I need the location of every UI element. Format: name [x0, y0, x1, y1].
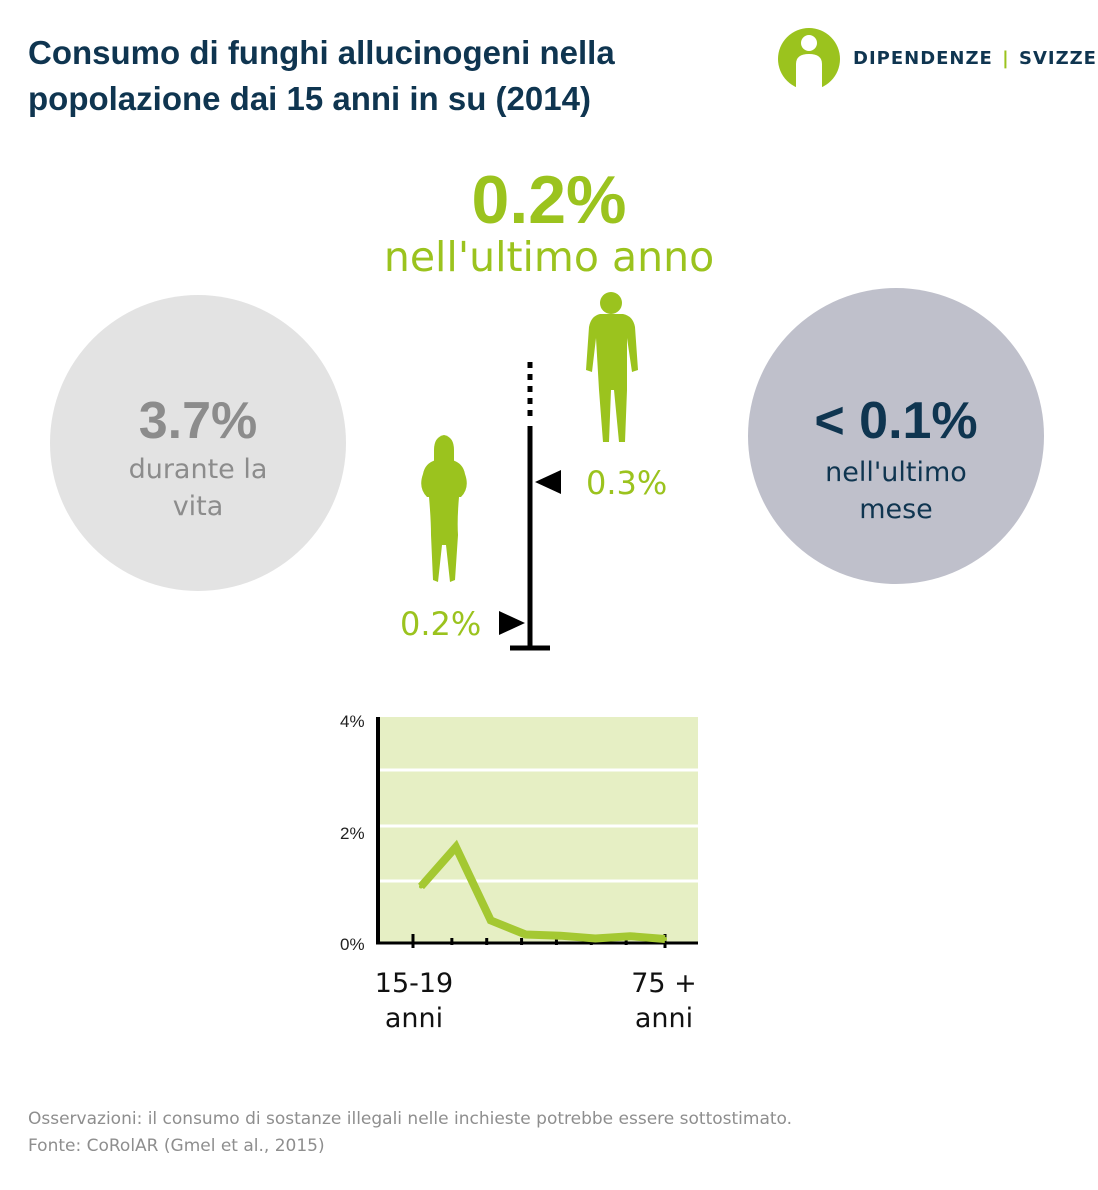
- age-chart: 4% 2% 0%: [340, 712, 698, 954]
- woman-silhouette-icon: [421, 435, 467, 582]
- series-point: [523, 932, 528, 937]
- series-point: [628, 934, 633, 939]
- brand-separator: |: [1002, 48, 1010, 69]
- headline-label: nell'ultimo anno: [383, 233, 715, 281]
- brand-name: DIPENDENZE | SVIZZERA: [853, 48, 1098, 69]
- series-point: [593, 936, 598, 941]
- info-person-icon: [778, 28, 840, 90]
- headline-value: 0.2%: [471, 162, 627, 238]
- chart-background: [378, 717, 698, 943]
- title-line-1: Consumo di funghi allucinogeni nella: [28, 34, 615, 71]
- title-line-2: popolazione dai 15 anni in su (2014): [28, 80, 591, 117]
- y-tick-label-mid: 2%: [340, 824, 365, 843]
- series-point: [558, 933, 563, 938]
- last-month-label: nell'ultimo mese: [825, 457, 967, 525]
- brand-name-part-2: SVIZZERA: [1018, 48, 1098, 69]
- footer-source: Fonte: CoRolAR (Gmel et al., 2015): [28, 1136, 325, 1156]
- footer: Osservazioni: il consumo di sostanze ill…: [28, 1106, 792, 1160]
- series-point: [663, 937, 667, 942]
- y-tick-label-top: 4%: [340, 712, 365, 731]
- y-tick-label-bottom: 0%: [340, 935, 365, 954]
- lifetime-label: durante la vita: [128, 454, 268, 522]
- men-value: 0.3%: [586, 464, 668, 502]
- page-title: Consumo di funghi allucinogeni nella pop…: [28, 30, 748, 122]
- series-point: [453, 844, 458, 849]
- footer-note: Osservazioni: il consumo di sostanze ill…: [28, 1109, 793, 1129]
- series-point: [419, 884, 423, 889]
- gender-scale-axis: [510, 362, 550, 651]
- lifetime-value: 3.7%: [138, 392, 258, 450]
- women-value: 0.2%: [400, 605, 482, 643]
- brand-logo: DIPENDENZE | SVIZZERA: [778, 28, 1098, 90]
- series-line: [418, 839, 666, 943]
- last-month-circle: < 0.1% nell'ultimo mese: [748, 288, 1044, 584]
- man-silhouette-icon: [586, 292, 638, 442]
- brand-name-part-1: DIPENDENZE: [853, 48, 993, 69]
- series-point: [488, 918, 493, 923]
- men-pointer: [535, 470, 561, 494]
- last-month-value: < 0.1%: [814, 392, 978, 450]
- women-pointer: [499, 611, 525, 635]
- lifetime-circle: 3.7% durante la vita: [50, 295, 346, 591]
